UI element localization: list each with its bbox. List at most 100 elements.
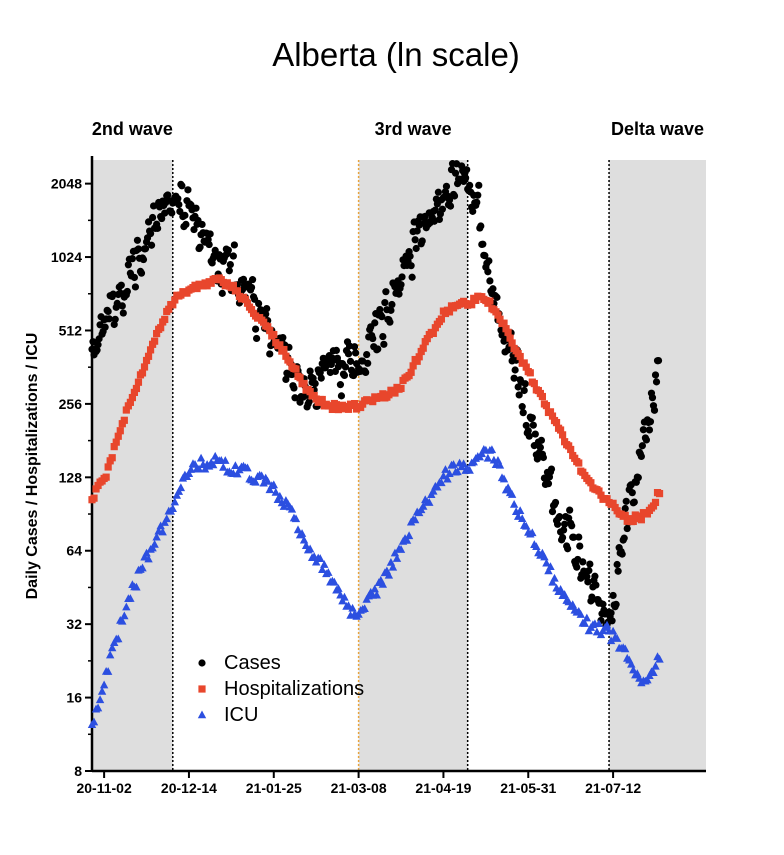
cases-point (362, 368, 370, 377)
icu-point (297, 529, 307, 537)
cases-point (521, 380, 529, 388)
icu-point (402, 535, 412, 544)
cases-point (568, 522, 576, 530)
icu-point (384, 570, 394, 579)
cases-point (337, 392, 346, 400)
hospitalizations-point (134, 378, 143, 386)
icu-point (621, 644, 630, 653)
hospitalizations-point (122, 406, 130, 414)
hospitalizations-point (385, 391, 393, 399)
cases-point (381, 298, 389, 307)
icu-point (550, 573, 559, 582)
legend-marker-hospitalizations (198, 685, 206, 693)
cases-point (555, 513, 564, 521)
wave-shade (609, 160, 706, 771)
icu-point (548, 577, 557, 586)
hospitalizations-point (104, 463, 112, 471)
hospitalizations-point (266, 326, 274, 335)
hospitalizations-point (296, 374, 304, 382)
cases-point (547, 465, 556, 473)
cases-point (192, 204, 200, 212)
cases-point (341, 363, 350, 371)
icu-point (439, 471, 448, 480)
icu-point (105, 650, 115, 659)
cases-point (481, 252, 489, 260)
cases-point (435, 215, 443, 224)
icu-point (449, 460, 458, 468)
cases-point (154, 224, 162, 232)
hospitalizations-point (171, 296, 179, 304)
icu-point (99, 680, 109, 689)
cases-point (346, 357, 355, 365)
legend-item-hospitalizations: Hospitalizations (198, 678, 364, 700)
y-tick-label: 128 (59, 469, 83, 485)
hospitalizations-point (282, 352, 290, 360)
hospitalizations-point (595, 487, 603, 495)
hospitalizations-point (552, 418, 561, 427)
icu-point (132, 582, 141, 591)
hospitalizations-point (603, 495, 611, 503)
icu-point (324, 568, 333, 576)
cases-point (137, 269, 146, 277)
cases-point (511, 366, 519, 374)
icu-point (499, 474, 509, 483)
icu-point (495, 460, 505, 469)
axes-layer: 8 16 32 64 128 256 512 1024 2048 20-11-02 20-12-14… (51, 156, 706, 796)
cases-point (118, 302, 126, 310)
icu-point (291, 514, 301, 523)
icu-point (651, 661, 660, 670)
legend-label: ICU (224, 704, 258, 726)
cases-point (445, 196, 454, 204)
hospitalizations-point (538, 392, 547, 401)
x-tick-label: 21-01-25 (246, 780, 302, 796)
cases-point (279, 333, 287, 342)
cases-point (376, 305, 384, 314)
cases-point (645, 426, 654, 434)
y-tick-label: 16 (66, 690, 82, 706)
cases-point (654, 357, 663, 365)
icu-point (465, 465, 474, 474)
cases-point (93, 346, 101, 354)
icu-point (404, 531, 414, 540)
hospitalizations-point (437, 315, 446, 323)
cases-point (251, 325, 260, 333)
cases-point (642, 436, 651, 444)
cases-point (387, 306, 395, 314)
hospitalizations-point (241, 295, 250, 304)
cases-point (651, 371, 660, 379)
icu-point (546, 562, 555, 571)
cases-point (411, 236, 419, 244)
y-tick-label: 2048 (51, 176, 82, 192)
icu-point (334, 584, 343, 592)
cases-point (551, 498, 560, 507)
icu-point (477, 449, 487, 458)
cases-point (463, 166, 471, 174)
legend-marker-icu (197, 710, 207, 719)
x-tick-label: 21-07-12 (585, 780, 641, 796)
cases-point (652, 378, 661, 386)
cases-point (576, 542, 584, 550)
hospitalizations-point (286, 358, 294, 366)
cases-point (579, 558, 587, 566)
icu-point (103, 667, 113, 675)
hospitalizations-point (203, 282, 211, 290)
hospitalizations-point (90, 494, 98, 502)
cases-point (474, 191, 482, 199)
cases-point (613, 560, 621, 569)
cases-point (94, 341, 102, 349)
cases-point (282, 375, 290, 383)
cases-point (111, 315, 119, 323)
cases-point (536, 443, 544, 451)
cases-point (379, 332, 387, 341)
icu-point (118, 616, 127, 625)
hospitalizations-point (500, 319, 508, 327)
cases-point (584, 578, 592, 586)
icu-point (231, 461, 240, 470)
cases-point (406, 252, 414, 260)
cases-point (351, 349, 360, 357)
cases-point (374, 345, 382, 353)
icu-point (487, 445, 497, 454)
hospitalizations-point (146, 346, 155, 354)
cases-point (525, 432, 533, 440)
